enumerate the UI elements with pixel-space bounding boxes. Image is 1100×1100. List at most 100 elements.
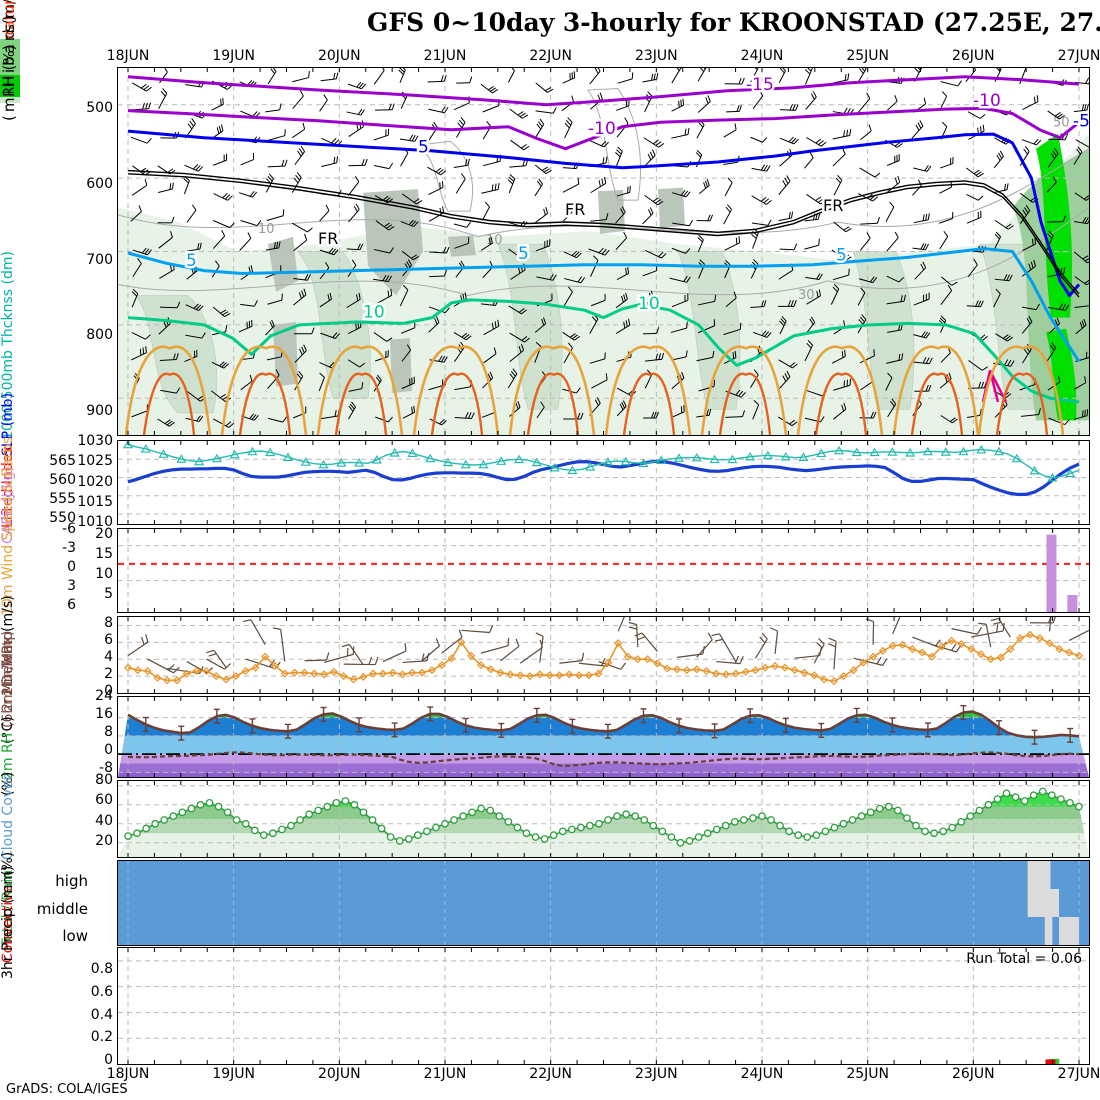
rh-marker: [1066, 798, 1074, 807]
wind-speed-marker: [859, 658, 868, 667]
y-tick-565: 565: [49, 453, 76, 469]
rh-marker: [595, 819, 603, 828]
y-tick--6: -6: [62, 521, 76, 537]
contour-label: FR: [565, 200, 585, 219]
rh-contour-label: 50: [1053, 116, 1070, 131]
wind-speed-marker: [535, 670, 544, 679]
isotherm-5: [127, 247, 1081, 363]
rh-marker: [894, 806, 902, 815]
thickness-marker: [958, 446, 969, 456]
date-tick-21jun: 21JUN: [423, 1066, 467, 1082]
slp-left-labels: 1000-500mb Thcknss (dm) SLP (mb) 565 560 5…: [0, 251, 117, 530]
rh-marker: [178, 808, 187, 817]
thickness-marker: [638, 458, 649, 468]
rh-marker: [423, 827, 431, 836]
wind-speed-marker: [614, 639, 623, 648]
precip-bar: [1045, 1059, 1056, 1064]
wind-speed-marker: [447, 654, 456, 663]
rh-marker: [703, 829, 712, 838]
wind-barbs-10m: [127, 617, 1089, 675]
rh-marker: [495, 812, 504, 821]
y-tick-60: 60: [95, 792, 113, 809]
cloud-block: [1059, 917, 1079, 945]
wind10m-panel: [117, 616, 1090, 694]
wind-speed-marker: [604, 658, 613, 667]
wind-speed-marker: [476, 661, 485, 670]
wind-speed-marker: [359, 672, 368, 682]
rh-marker: [613, 812, 621, 821]
rh-marker: [142, 824, 150, 833]
y-tick-1015: 1015: [77, 493, 113, 510]
contour-label: 5: [836, 245, 847, 265]
slp-line: [127, 459, 1080, 496]
rh-contour-label: 30: [798, 288, 815, 303]
y-tick-6: 6: [67, 597, 76, 613]
y-tick-1010: 1010: [77, 514, 113, 530]
wind-speed-marker: [565, 670, 574, 679]
rh-marker: [640, 816, 649, 824]
cape-li-panel: [117, 528, 1090, 613]
thickness-marker: [1047, 472, 1058, 482]
wind-speed-marker: [633, 655, 642, 664]
rh-marker: [939, 827, 947, 836]
rh-marker: [287, 821, 295, 830]
date-axis-top: 18JUN 19JUN 20JUN 21JUN 22JUN 23JUN 24JUN 25JUN…: [0, 48, 1100, 66]
rh-marker: [486, 806, 495, 815]
thickness-marker: [425, 453, 436, 463]
wind-speed-marker: [172, 676, 182, 685]
wind-speed-marker: [878, 646, 887, 655]
date-axis-bottom: 18JUN 19JUN 20JUN 21JUN 22JUN 23JUN 24JUN 25JUN…: [0, 1066, 1100, 1084]
contour-label: -5: [1073, 112, 1089, 132]
contour-label: 10: [638, 294, 660, 314]
date-tick-21jun: 21JUN: [423, 48, 467, 64]
thickness-marker: [140, 444, 151, 453]
thickness-marker: [122, 441, 134, 449]
dewpoint-line: [127, 751, 1080, 768]
wind-speed-marker: [290, 668, 299, 677]
thickness-marker: [460, 459, 471, 469]
contour-label: -10: [973, 91, 1001, 111]
y-tick-0: 0: [104, 1052, 113, 1068]
wind-speed-marker: [908, 645, 917, 654]
y-tick-0: 0: [104, 683, 113, 699]
wind-speed-marker: [771, 661, 780, 671]
rh-marker: [848, 816, 857, 824]
y-tick-20: 20: [95, 833, 113, 849]
wind-speed-marker: [947, 636, 956, 645]
temp2m-left-labels: 2m Temp 2m DewPt (6hr Min/Max) (°C) 24 16…: [0, 631, 117, 778]
isotherm--10: [127, 106, 1080, 151]
y-tick-900: 900: [86, 403, 113, 419]
contour-label-halo: 10: [363, 303, 385, 323]
wind-speed-marker: [986, 655, 995, 664]
rh-marker: [830, 823, 839, 832]
rh-marker: [477, 804, 486, 813]
wind-speed-marker: [751, 666, 760, 675]
y-tick-550: 550: [49, 510, 76, 526]
date-tick-27jun: 27JUN: [1057, 48, 1100, 64]
wind-speed-marker: [957, 639, 966, 649]
rh-marker: [667, 833, 676, 841]
wind-speed-marker: [525, 672, 535, 681]
rh-marker: [803, 833, 812, 841]
rh-marker: [305, 810, 313, 819]
rh-marker: [241, 819, 250, 828]
rh-marker: [730, 817, 739, 826]
thickness-marker: [922, 446, 933, 456]
thickness-marker: [336, 458, 347, 467]
contour-label-halo: -10: [588, 119, 616, 139]
rh-marker: [549, 831, 558, 840]
wind-speed-marker: [516, 671, 525, 680]
thickness-marker: [354, 458, 365, 467]
rh-marker: [975, 806, 984, 815]
wind-speed-marker: [1016, 634, 1025, 643]
thickness-marker: [869, 447, 880, 457]
rh-marker: [223, 808, 232, 817]
y-tick-3: 3: [67, 578, 76, 594]
rh-marker: [631, 812, 640, 821]
wind-speed-marker: [123, 663, 133, 672]
wind-speed-marker: [241, 666, 250, 676]
thickness-marker: [585, 461, 596, 471]
wind-speed-marker: [320, 670, 329, 679]
rh-marker: [441, 819, 449, 828]
wind-speed-marker: [251, 663, 260, 672]
